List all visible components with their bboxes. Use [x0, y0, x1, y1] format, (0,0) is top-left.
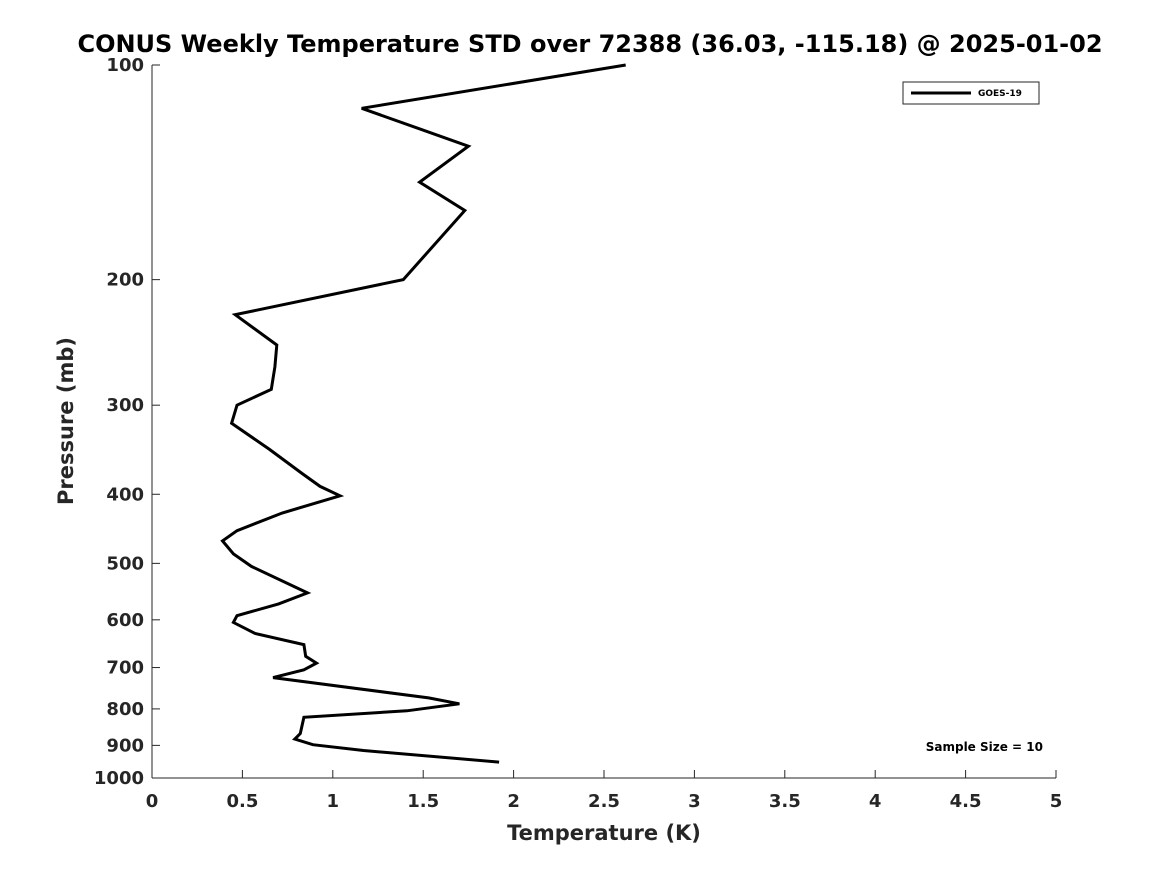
- plot-area: [152, 65, 1056, 778]
- y-tick-label: 600: [106, 610, 144, 631]
- x-ticks: 0 0.5 1 1.5 2 2.5 3 3.5 4 4.5 5: [146, 770, 1063, 812]
- x-axis-label: Temperature (K): [507, 821, 701, 845]
- series-layer: [220, 63, 626, 764]
- y-tick-label: 500: [106, 553, 144, 574]
- y-ticks: 100 200 300 400 500 600 700 800 900 1000: [94, 55, 160, 789]
- x-tick-label: 4: [869, 791, 882, 812]
- series-line-goes-19: [220, 63, 626, 764]
- y-axis-label: Pressure (mb): [54, 337, 78, 505]
- x-tick-label: 0.5: [226, 791, 258, 812]
- x-tick-label: 2: [507, 791, 520, 812]
- y-tick-label: 200: [106, 270, 144, 291]
- chart-title: CONUS Weekly Temperature STD over 72388 …: [77, 30, 1102, 58]
- y-tick-label: 400: [106, 484, 144, 505]
- x-tick-label: 1: [327, 791, 340, 812]
- x-tick-label: 2.5: [588, 791, 620, 812]
- y-tick-label: 100: [106, 55, 144, 76]
- x-tick-label: 3.5: [769, 791, 801, 812]
- legend: GOES-19: [902, 81, 1040, 105]
- y-tick-label: 800: [106, 699, 144, 720]
- y-tick-label: 900: [106, 735, 144, 756]
- y-tick-label: 700: [106, 658, 144, 679]
- y-tick-label: 1000: [94, 768, 144, 789]
- x-tick-label: 4.5: [950, 791, 982, 812]
- x-tick-label: 5: [1050, 791, 1063, 812]
- sample-size-annotation: Sample Size = 10: [926, 740, 1043, 754]
- axes: 0 0.5 1 1.5 2 2.5 3 3.5 4 4.5 5 100 200 300 400 500 600…: [94, 55, 1062, 812]
- x-tick-label: 0: [146, 791, 159, 812]
- x-tick-label: 1.5: [407, 791, 439, 812]
- x-tick-label: 3: [688, 791, 701, 812]
- y-tick-label: 300: [106, 395, 144, 416]
- legend-label-goes-19: GOES-19: [978, 89, 1022, 99]
